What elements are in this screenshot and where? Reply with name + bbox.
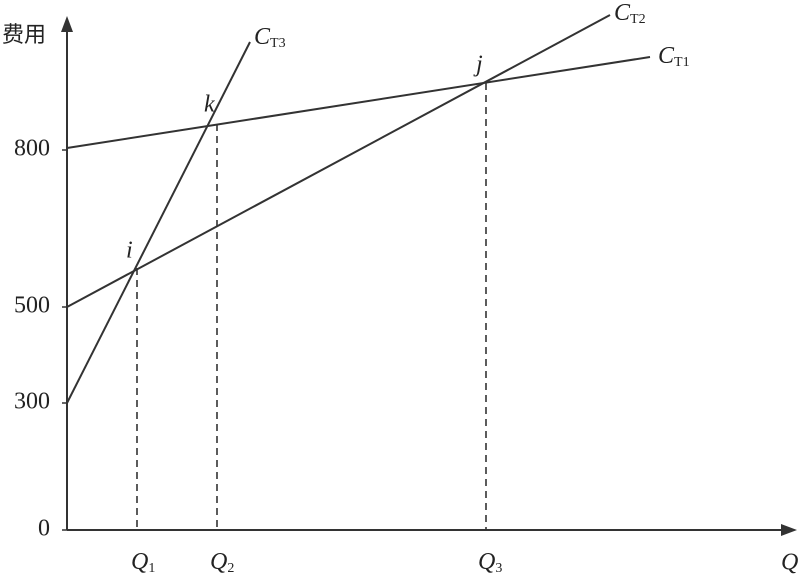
x-tick-sub: 2 <box>227 561 234 576</box>
x-tick-label: Q1 <box>131 549 155 577</box>
line-label-main: C <box>658 43 675 69</box>
x-tick-main: Q <box>131 549 148 575</box>
cost-line-t2 <box>66 14 611 308</box>
y-tick-label: 500 <box>14 293 50 319</box>
x-tick-sub: 1 <box>148 561 155 576</box>
point-label: i <box>126 238 133 264</box>
line-label: CT1 <box>658 43 690 71</box>
line-label-sub: T3 <box>270 36 286 51</box>
x-arrow <box>781 524 797 536</box>
x-tick-sub: 3 <box>495 561 502 576</box>
line-label-sub: T1 <box>674 55 690 70</box>
cost-line-t1 <box>66 56 651 149</box>
cost-line-t3 <box>66 41 251 404</box>
x-tick-main: Q <box>478 549 495 575</box>
line-label: CT2 <box>614 0 646 27</box>
y-arrow <box>61 16 73 32</box>
x-tick-label: Q2 <box>210 549 234 577</box>
y-tick-label: 800 <box>14 136 50 162</box>
line-label: CT3 <box>254 24 286 52</box>
line-label-main: C <box>614 0 631 26</box>
y-axis-label: 费用 <box>2 23 46 48</box>
x-tick-label: Q3 <box>478 549 502 577</box>
point-label: k <box>204 92 215 118</box>
x-axis-label: Q <box>781 550 798 576</box>
y-tick-label: 300 <box>14 389 50 415</box>
line-label-main: C <box>254 24 271 50</box>
y-tick-label: 0 <box>38 516 50 542</box>
x-tick-main: Q <box>210 549 227 575</box>
point-label: j <box>473 52 483 78</box>
line-label-sub: T2 <box>630 12 646 27</box>
